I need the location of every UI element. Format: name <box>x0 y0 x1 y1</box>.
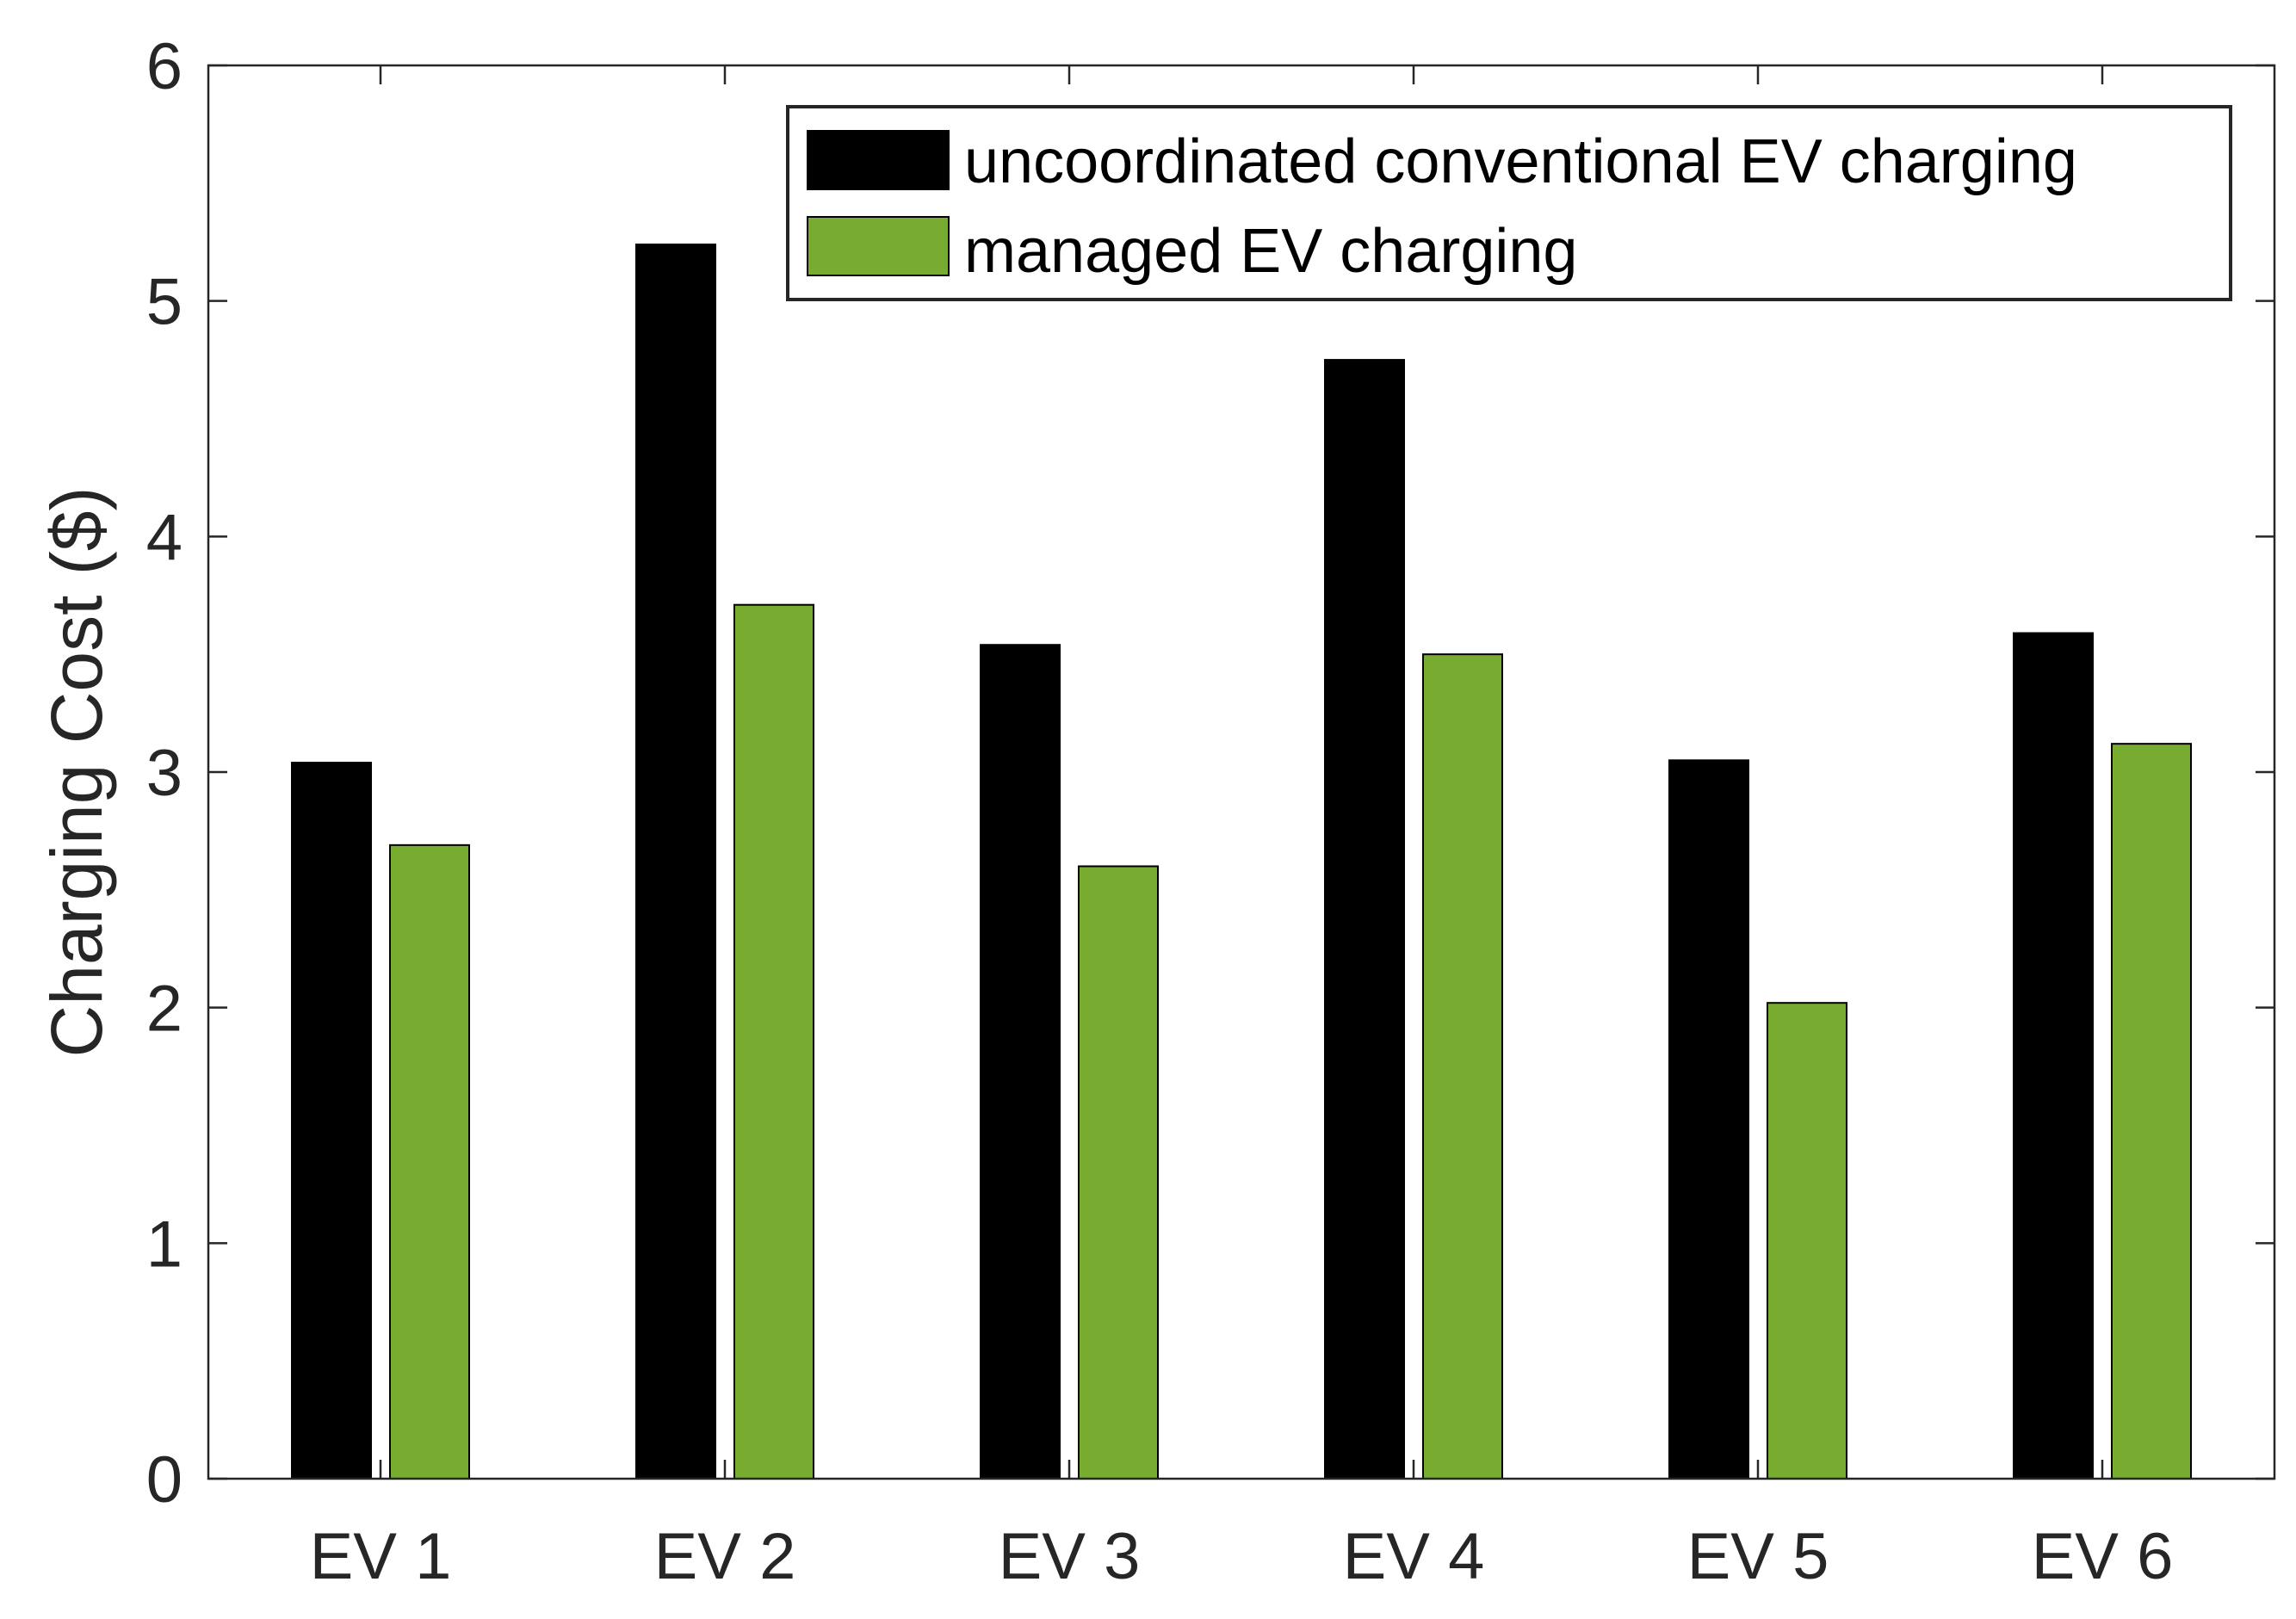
legend-box <box>786 105 2232 301</box>
y-tick-labels: 0 1 2 3 4 5 6 <box>146 30 183 1517</box>
bar-ev-3-uncoordinated <box>980 644 1061 1480</box>
y-tick-label-2: 2 <box>146 973 183 1046</box>
bar-ev-4-managed <box>1422 653 1503 1480</box>
x-tick-label-ev-5: EV 5 <box>1687 1520 1829 1593</box>
bar-ev-5-uncoordinated <box>1668 759 1749 1480</box>
x-tick-label-ev-2: EV 2 <box>654 1520 796 1593</box>
y-tick-label-5: 5 <box>146 266 183 339</box>
legend: uncoordinated conventional EV charging m… <box>786 105 2232 301</box>
bar-ev-2-managed <box>733 603 814 1480</box>
x-tick-label-ev-6: EV 6 <box>2032 1520 2174 1593</box>
legend-swatch-uncoordinated <box>807 130 950 190</box>
x-tick-labels: EV 1 EV 2 EV 3 EV 4 EV 5 EV 6 <box>310 1520 2174 1593</box>
legend-swatch-managed <box>807 216 950 276</box>
bar-ev-1-managed <box>389 843 470 1480</box>
y-tick-label-4: 4 <box>146 501 183 574</box>
y-tick-label-1: 1 <box>146 1208 183 1281</box>
bar-ev-4-uncoordinated <box>1324 359 1405 1480</box>
bar-ev-2-uncoordinated <box>635 243 716 1480</box>
bars-group <box>291 243 2192 1480</box>
y-tick-label-3: 3 <box>146 737 183 810</box>
bar-ev-3-managed <box>1078 865 1159 1480</box>
x-tick-label-ev-4: EV 4 <box>1343 1520 1485 1593</box>
legend-label-uncoordinated: uncoordinated conventional EV charging <box>964 127 2077 196</box>
x-tick-label-ev-1: EV 1 <box>310 1520 452 1593</box>
bar-ev-5-managed <box>1767 1002 1847 1480</box>
legend-label-managed: managed EV charging <box>964 217 1577 286</box>
bar-ev-1-uncoordinated <box>291 762 372 1480</box>
x-tick-label-ev-3: EV 3 <box>999 1520 1141 1593</box>
plot-frame <box>207 64 2276 1480</box>
bar-ev-6-managed <box>2111 743 2192 1480</box>
y-axis-label: Charging Cost ($) <box>36 487 117 1058</box>
y-tick-label-0: 0 <box>146 1443 183 1517</box>
y-tick-label-6: 6 <box>146 30 183 103</box>
bar-ev-6-uncoordinated <box>2013 632 2094 1480</box>
